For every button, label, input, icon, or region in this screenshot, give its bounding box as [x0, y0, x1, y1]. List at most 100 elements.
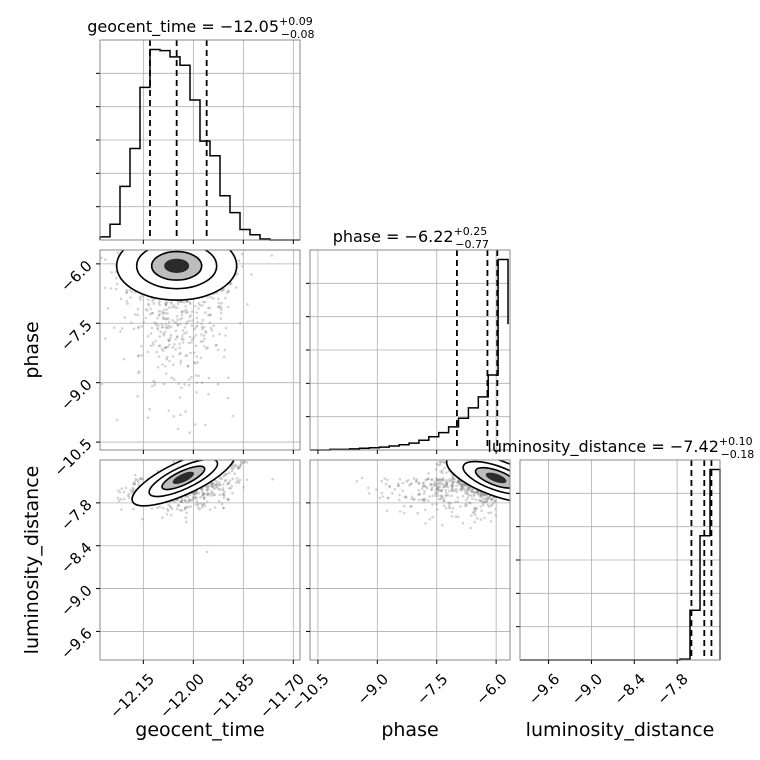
- sample-point: [430, 478, 433, 482]
- sample-point: [220, 308, 223, 312]
- sample-point: [100, 382, 103, 386]
- sample-point: [465, 504, 469, 507]
- sample-point: [467, 486, 470, 490]
- sample-point: [179, 359, 183, 363]
- sample-point: [197, 302, 201, 305]
- title-value: geocent_time = −12.05: [87, 17, 279, 37]
- sample-point: [118, 491, 122, 494]
- sample-point: [156, 326, 159, 330]
- x-tick-label-phase: −9.0: [354, 670, 392, 708]
- sample-point: [224, 472, 227, 476]
- sample-point: [204, 331, 208, 334]
- sample-point: [471, 490, 474, 494]
- sample-point: [204, 311, 207, 314]
- sample-point: [171, 346, 175, 349]
- sample-point: [466, 496, 470, 500]
- sample-point: [185, 322, 188, 326]
- sample-point: [167, 339, 171, 343]
- sample-point: [424, 508, 427, 512]
- sample-point: [190, 338, 194, 342]
- sample-point: [185, 311, 188, 314]
- sample-point: [449, 501, 453, 505]
- sample-point: [401, 481, 405, 485]
- sample-point: [436, 486, 439, 490]
- sample-point: [216, 482, 219, 486]
- sample-point: [190, 499, 194, 502]
- sample-point: [475, 490, 478, 494]
- sample-point: [489, 511, 493, 515]
- sample-point: [427, 472, 431, 475]
- sample-point: [179, 500, 183, 503]
- sample-point: [511, 485, 514, 488]
- sample-point: [536, 484, 539, 487]
- sample-point: [462, 483, 466, 486]
- sample-point: [155, 322, 158, 325]
- sample-point: [209, 491, 213, 495]
- sample-point: [179, 499, 183, 503]
- histogram-panel-luminosity_distance: luminosity_distance = −7.42+0.10−0.18: [487, 435, 754, 664]
- sample-point: [482, 501, 485, 505]
- sample-point: [233, 464, 236, 468]
- sample-point: [435, 462, 439, 466]
- sample-point: [447, 494, 450, 497]
- sample-point: [160, 347, 164, 351]
- sample-point: [130, 321, 133, 324]
- sample-point: [525, 489, 528, 492]
- sample-point: [212, 334, 215, 338]
- sample-point: [191, 497, 194, 501]
- sample-point: [184, 516, 187, 519]
- sample-point: [442, 497, 446, 500]
- sample-point: [445, 483, 449, 487]
- sample-point: [513, 492, 516, 495]
- sample-point: [477, 498, 481, 502]
- sample-point: [542, 480, 545, 483]
- sample-point: [186, 364, 190, 368]
- sample-point: [435, 478, 439, 482]
- sample-point: [225, 472, 229, 476]
- sample-point: [426, 477, 430, 481]
- sample-point: [536, 483, 539, 486]
- sample-point: [229, 487, 232, 490]
- sample-point: [426, 478, 429, 481]
- sample-point: [180, 500, 184, 503]
- sample-point: [222, 483, 225, 486]
- sample-point: [463, 483, 467, 487]
- sample-point: [513, 473, 516, 476]
- sample-point: [445, 479, 448, 482]
- sample-point: [398, 478, 402, 481]
- sample-point: [228, 471, 231, 475]
- sample-point: [152, 302, 156, 305]
- sample-point: [410, 495, 414, 499]
- sample-point: [243, 460, 246, 463]
- sample-point: [162, 311, 165, 314]
- sample-point: [209, 313, 212, 316]
- sample-point: [188, 315, 191, 319]
- sample-point: [100, 256, 103, 260]
- sample-point: [470, 490, 473, 494]
- sample-point: [409, 482, 412, 486]
- sample-point: [517, 469, 520, 472]
- sample-point: [231, 491, 234, 495]
- sample-point: [437, 494, 440, 498]
- sample-point: [220, 289, 224, 293]
- sample-point: [422, 481, 425, 485]
- sample-point: [217, 297, 220, 301]
- sample-point: [517, 487, 520, 490]
- sample-point: [431, 494, 435, 498]
- sample-point: [190, 324, 194, 328]
- sample-point: [149, 332, 153, 335]
- sample-point: [439, 470, 442, 474]
- sample-point: [435, 481, 439, 485]
- x-tick-label-phase: −7.5: [413, 670, 451, 708]
- sample-point: [212, 487, 216, 491]
- sample-point: [459, 483, 463, 486]
- sample-point: [424, 478, 427, 482]
- sample-point: [367, 486, 370, 490]
- sample-point: [180, 316, 184, 320]
- sample-point: [231, 414, 235, 418]
- sample-point: [193, 496, 197, 499]
- sample-point: [532, 484, 535, 487]
- sample-point: [486, 498, 490, 501]
- sample-point: [522, 477, 525, 480]
- sample-point: [177, 503, 180, 507]
